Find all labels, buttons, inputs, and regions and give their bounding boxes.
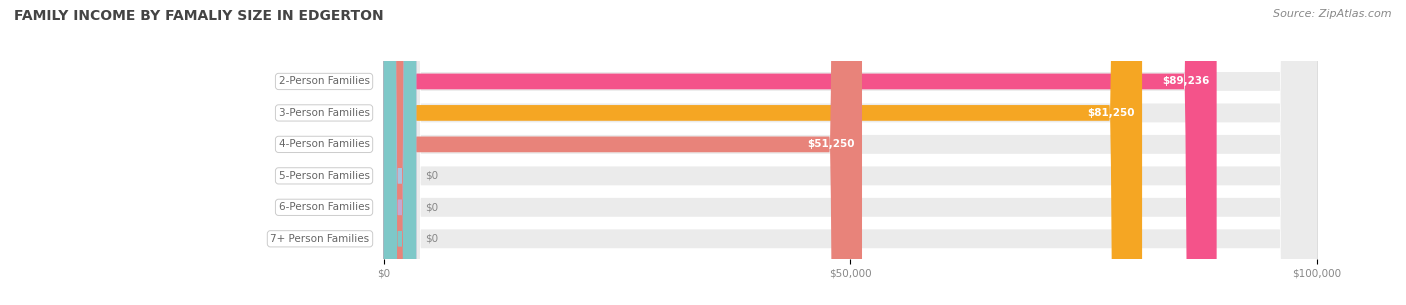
Text: $0: $0 bbox=[426, 171, 439, 181]
Text: $51,250: $51,250 bbox=[807, 139, 855, 149]
FancyBboxPatch shape bbox=[384, 0, 1317, 305]
FancyBboxPatch shape bbox=[384, 0, 1317, 305]
Text: 6-Person Families: 6-Person Families bbox=[278, 202, 370, 212]
Text: $89,236: $89,236 bbox=[1161, 77, 1209, 86]
FancyBboxPatch shape bbox=[384, 0, 1216, 305]
Text: FAMILY INCOME BY FAMALIY SIZE IN EDGERTON: FAMILY INCOME BY FAMALIY SIZE IN EDGERTO… bbox=[14, 9, 384, 23]
FancyBboxPatch shape bbox=[384, 0, 416, 305]
Text: 5-Person Families: 5-Person Families bbox=[278, 171, 370, 181]
Text: 7+ Person Families: 7+ Person Families bbox=[270, 234, 370, 244]
FancyBboxPatch shape bbox=[384, 0, 1317, 305]
Text: Source: ZipAtlas.com: Source: ZipAtlas.com bbox=[1274, 9, 1392, 19]
FancyBboxPatch shape bbox=[384, 0, 862, 305]
FancyBboxPatch shape bbox=[384, 0, 416, 305]
Text: 3-Person Families: 3-Person Families bbox=[278, 108, 370, 118]
FancyBboxPatch shape bbox=[384, 0, 1142, 305]
Text: $0: $0 bbox=[426, 202, 439, 212]
FancyBboxPatch shape bbox=[384, 0, 1317, 305]
FancyBboxPatch shape bbox=[384, 0, 1317, 305]
Text: $81,250: $81,250 bbox=[1087, 108, 1135, 118]
Text: 4-Person Families: 4-Person Families bbox=[278, 139, 370, 149]
FancyBboxPatch shape bbox=[384, 0, 416, 305]
FancyBboxPatch shape bbox=[384, 0, 1317, 305]
Text: $0: $0 bbox=[426, 234, 439, 244]
Text: 2-Person Families: 2-Person Families bbox=[278, 77, 370, 86]
